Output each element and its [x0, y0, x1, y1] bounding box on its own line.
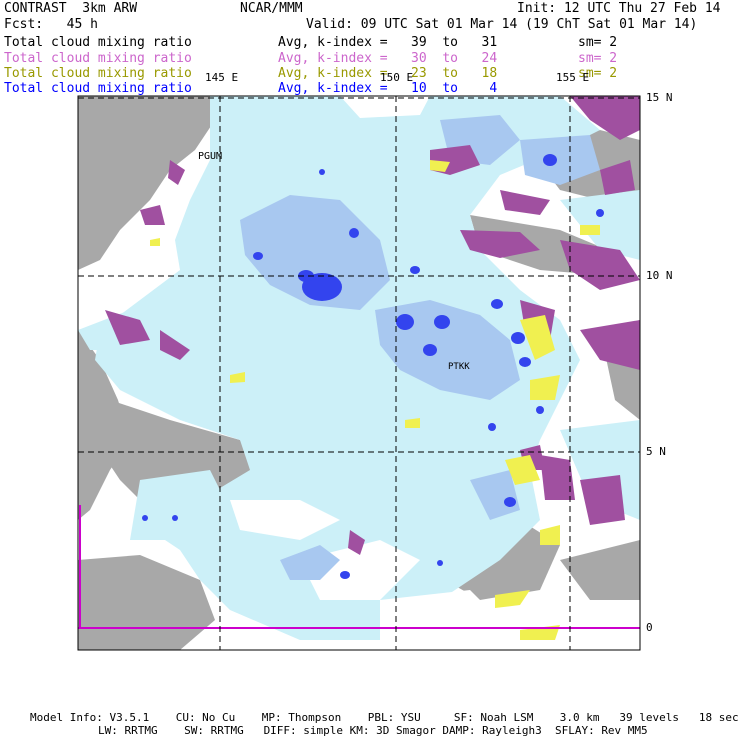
init-time: Init: 12 UTC Thu 27 Feb 14 — [517, 1, 721, 16]
station-ptkk: PTKK — [448, 362, 470, 372]
field-3-stat: Avg, k-index = 23 to 18 — [278, 66, 498, 81]
lat-label-15n: 15 N — [646, 91, 673, 104]
field-4-stat: Avg, k-index = 10 to 4 — [278, 81, 498, 96]
field-1-name: Total cloud mixing ratio — [4, 35, 192, 50]
lon-label-150e: 150 E — [380, 71, 414, 84]
field-1-stat: Avg, k-index = 39 to 31 — [278, 35, 498, 50]
mid-blue-cloud-layer — [240, 115, 600, 580]
graticule — [78, 96, 640, 650]
field-2-sm: sm= 2 — [578, 51, 618, 66]
valid-time: Valid: 09 UTC Sat 01 Mar 14 (19 ChT Sat … — [306, 17, 698, 32]
forecast-hour: Fcst: 45 h — [4, 17, 98, 32]
station-pgum: PGUM — [198, 151, 223, 162]
yellow-cloud-layer — [150, 160, 600, 640]
field-4-name: Total cloud mixing ratio — [4, 81, 192, 96]
field-1-sm: sm= 2 — [578, 35, 618, 50]
map-frame — [77, 95, 641, 651]
lat-label-5n: 5 N — [646, 445, 666, 458]
field-2-name: Total cloud mixing ratio — [4, 51, 192, 66]
map-field-layers — [78, 96, 640, 650]
lon-label-145e: 145 E — [205, 71, 239, 84]
lat-label-10n: 10 N — [646, 269, 673, 282]
model-title: CONTRAST 3km ARW — [4, 1, 138, 16]
model-info-line2: LW: RRTMG SW: RRTMG DIFF: simple KM: 3D … — [98, 724, 648, 737]
model-info-line1: Model Info: V3.5.1 CU: No Cu MP: Thompso… — [30, 711, 739, 724]
field-2-stat: Avg, k-index = 30 to 24 — [278, 51, 498, 66]
field-3-name: Total cloud mixing ratio — [4, 66, 192, 81]
lat-label-equator: 0 — [646, 621, 653, 634]
field-3-sm: sm= 2 — [578, 66, 618, 81]
institution-label: NCAR/MMM — [240, 1, 303, 16]
lon-label-155e: 155 E — [556, 71, 590, 84]
